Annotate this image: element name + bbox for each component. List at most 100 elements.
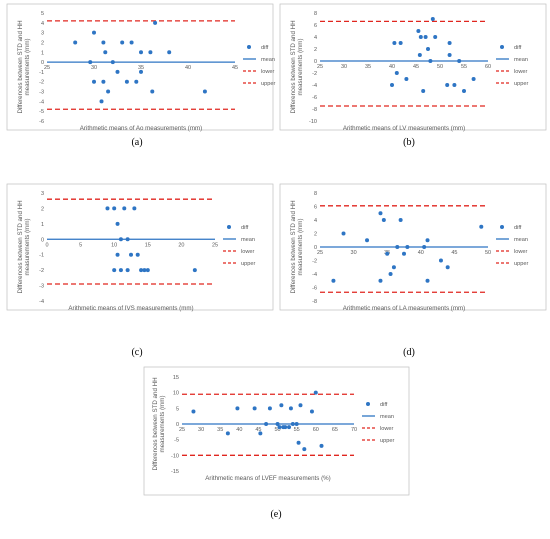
diff-point (341, 231, 346, 236)
diff-point (202, 89, 207, 94)
diff-point (471, 77, 476, 81)
legend-diff-label: diff (241, 225, 249, 231)
x-tick-label: 45 (255, 427, 261, 433)
x-tick-label: 5 (79, 242, 82, 248)
diff-point (134, 79, 139, 84)
legend-diff-label: diff (261, 45, 269, 51)
diff-point (309, 409, 314, 414)
y-tick-label: 4 (314, 35, 317, 41)
diff-point (423, 35, 428, 39)
diff-point (101, 40, 106, 45)
diff-point (365, 238, 370, 243)
y-tick-label: -15 (171, 469, 179, 475)
diff-point (112, 206, 117, 211)
y-axis-label-line1: Differences between STD and HH (290, 20, 297, 113)
y-tick-label: -1 (39, 253, 44, 259)
diff-point (398, 41, 403, 45)
legend-mean-label: mean (241, 237, 255, 243)
x-tick-label: 15 (145, 242, 151, 248)
diff-point (277, 425, 282, 430)
diff-point (139, 69, 143, 74)
y-tick-label: -5 (174, 438, 179, 444)
legend-lower-label: lower (380, 426, 394, 432)
diff-point (120, 40, 125, 45)
x-tick-label: 45 (451, 250, 457, 256)
y-tick-label: 2 (314, 232, 317, 238)
diff-point (150, 89, 155, 94)
y-tick-label: -6 (312, 286, 317, 292)
diff-point (405, 245, 410, 249)
diff-point (145, 268, 150, 273)
legend-mean-label: mean (514, 57, 528, 63)
y-tick-label: -3 (39, 284, 44, 290)
panel-caption: (d) (403, 347, 415, 358)
diff-point (73, 40, 78, 45)
chart-panel-e: -15 -10 -5 0 5 10 15 25 30 35 40 45 50 55 60 65 70 Arithm… (143, 366, 410, 520)
y-tick-label: 0 (176, 422, 179, 428)
y-tick-label: -4 (312, 83, 317, 89)
diff-point (225, 431, 230, 436)
diff-point (418, 35, 423, 39)
y-axis-label-line1: Differences between STD and HH (290, 200, 297, 293)
y-tick-label: -10 (171, 453, 179, 459)
diff-point (122, 206, 127, 211)
diff-point (125, 237, 130, 242)
diff-point (381, 218, 386, 222)
x-tick-label: 50 (274, 427, 280, 433)
x-tick-label: 45 (413, 64, 419, 70)
y-axis-label-line2: measurements (mm) (24, 218, 31, 275)
legend-lower-label: lower (241, 249, 255, 255)
diff-point (287, 425, 292, 430)
diff-point (378, 278, 383, 283)
x-tick-label: 35 (217, 427, 223, 433)
y-axis-label-line1: Differences between STD and HH (17, 20, 24, 113)
x-tick-label: 30 (341, 64, 347, 70)
x-tick-label: 65 (332, 427, 338, 433)
y-tick-label: 1 (41, 222, 44, 228)
y-tick-label: -8 (312, 107, 317, 113)
panel-caption: (e) (270, 509, 281, 520)
diff-point (296, 440, 301, 445)
diff-point (313, 390, 318, 395)
diff-point (167, 50, 172, 55)
diff-point (404, 77, 409, 81)
diff-point (392, 41, 397, 45)
y-tick-label: -1 (39, 70, 44, 76)
diff-point (395, 245, 400, 249)
x-tick-label: 30 (351, 250, 357, 256)
x-tick-label: 25 (212, 242, 218, 248)
legend-diff-marker (366, 402, 370, 406)
x-tick-label: 25 (317, 250, 323, 256)
x-tick-label: 20 (178, 242, 184, 248)
y-tick-label: 4 (41, 21, 44, 27)
y-tick-label: 8 (314, 191, 317, 197)
y-tick-label: -2 (312, 259, 317, 265)
diff-point (139, 268, 144, 273)
y-tick-label: 1 (41, 50, 44, 56)
y-tick-label: 6 (314, 205, 317, 211)
y-axis-label: Differences between STD and HHmeasuremen… (290, 200, 304, 293)
y-tick-label: 0 (314, 245, 317, 251)
y-tick-label: -10 (309, 119, 317, 125)
x-axis-label: Arithmetic means of LVEF measurements (%… (205, 475, 330, 482)
y-tick-label: 4 (314, 218, 317, 224)
diff-point (139, 50, 143, 55)
diff-point (235, 406, 240, 411)
x-tick-label: 50 (485, 250, 491, 256)
diff-point (129, 40, 134, 45)
diff-point (191, 409, 196, 414)
diff-point (394, 71, 399, 75)
diff-point (388, 272, 393, 276)
y-tick-label: -3 (39, 90, 44, 96)
diff-point (103, 50, 108, 55)
x-tick-label: 40 (185, 65, 191, 71)
y-axis-label-line2: measurements (mm) (297, 38, 304, 95)
x-tick-label: 50 (437, 64, 443, 70)
y-tick-label: 3 (41, 191, 44, 197)
diff-point (402, 251, 406, 256)
diff-point (421, 89, 426, 93)
x-tick-label: 40 (418, 250, 424, 256)
legend-diff-marker (500, 45, 504, 49)
diff-point (105, 206, 110, 211)
